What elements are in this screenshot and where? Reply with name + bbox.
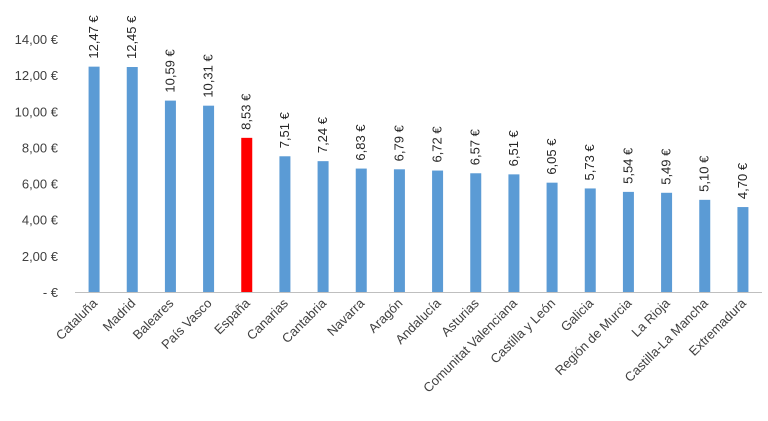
bar bbox=[88, 66, 100, 293]
data-label: 12,45 € bbox=[124, 15, 139, 59]
y-axis: - € 2,00 € 4,00 € 6,00 € 8,00 € 10,00 € 12,00 … bbox=[15, 32, 59, 300]
bar bbox=[279, 156, 291, 292]
y-tick-label: - € bbox=[43, 285, 59, 300]
data-label: 8,53 € bbox=[239, 93, 254, 130]
data-label: 6,51 € bbox=[506, 129, 521, 166]
y-tick-label: 8,00 € bbox=[22, 140, 59, 155]
bar bbox=[737, 207, 749, 292]
y-tick-label: 12,00 € bbox=[15, 68, 59, 83]
data-label: 5,10 € bbox=[697, 155, 712, 192]
data-label: 6,05 € bbox=[544, 138, 559, 175]
data-label: 5,54 € bbox=[620, 147, 635, 184]
data-label: 6,72 € bbox=[430, 126, 445, 163]
data-label: 6,57 € bbox=[468, 128, 483, 165]
bar bbox=[164, 100, 176, 293]
bar bbox=[126, 67, 138, 292]
bar bbox=[203, 105, 215, 293]
bars bbox=[88, 66, 749, 293]
data-label: 5,73 € bbox=[582, 144, 597, 181]
x-tick-label: Cataluña bbox=[53, 295, 101, 343]
bar bbox=[317, 161, 329, 292]
bar bbox=[661, 192, 673, 292]
bar bbox=[546, 182, 558, 292]
bar bbox=[432, 170, 444, 292]
y-tick-label: 4,00 € bbox=[22, 213, 59, 228]
bar bbox=[699, 199, 711, 292]
data-label: 7,51 € bbox=[277, 111, 292, 148]
y-tick-label: 2,00 € bbox=[22, 249, 59, 264]
bar bbox=[393, 169, 405, 292]
bar bbox=[470, 173, 482, 292]
data-label: 10,59 € bbox=[162, 48, 177, 92]
data-label: 5,49 € bbox=[659, 148, 674, 185]
data-label: 6,79 € bbox=[391, 124, 406, 161]
data-label: 10,31 € bbox=[201, 54, 216, 98]
x-tick-label: Navarra bbox=[324, 295, 368, 339]
y-tick-label: 6,00 € bbox=[22, 177, 59, 192]
bar bbox=[508, 174, 520, 292]
y-tick-label: 14,00 € bbox=[15, 32, 59, 47]
data-label: 4,70 € bbox=[735, 162, 750, 199]
data-label: 12,47 € bbox=[86, 15, 101, 59]
bar bbox=[241, 137, 253, 292]
bar bbox=[622, 191, 634, 292]
bar bbox=[355, 168, 367, 292]
data-labels: 12,47 € 12,45 € 10,59 € 10,31 € 8,53 € 7,51 €… bbox=[86, 15, 750, 200]
y-tick-label: 10,00 € bbox=[15, 104, 59, 119]
data-label: 6,83 € bbox=[353, 124, 368, 161]
bar bbox=[584, 188, 596, 292]
data-label: 7,24 € bbox=[315, 116, 330, 153]
